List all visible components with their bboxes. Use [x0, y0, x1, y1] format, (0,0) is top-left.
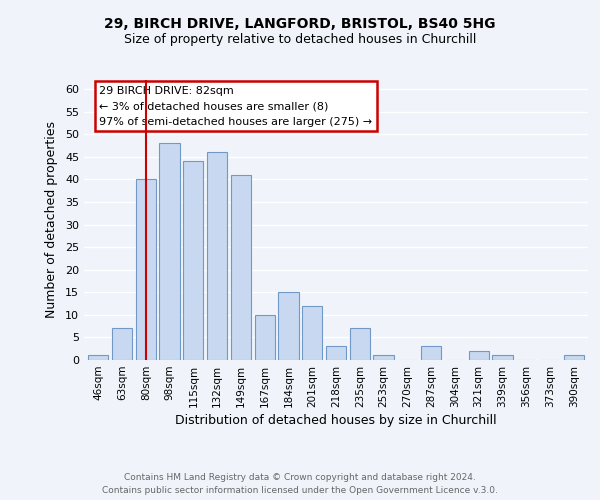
Bar [207, 152, 227, 360]
Bar [563, 356, 584, 360]
X-axis label: Distribution of detached houses by size in Churchill: Distribution of detached houses by size … [175, 414, 497, 427]
Text: Contains HM Land Registry data © Crown copyright and database right 2024.: Contains HM Land Registry data © Crown c… [124, 472, 476, 482]
Bar [350, 328, 370, 360]
Bar [88, 356, 109, 360]
Bar [373, 356, 394, 360]
Bar [183, 162, 203, 360]
Text: 29 BIRCH DRIVE: 82sqm
← 3% of detached houses are smaller (8)
97% of semi-detach: 29 BIRCH DRIVE: 82sqm ← 3% of detached h… [99, 86, 372, 127]
Text: Contains public sector information licensed under the Open Government Licence v.: Contains public sector information licen… [102, 486, 498, 495]
Text: 29, BIRCH DRIVE, LANGFORD, BRISTOL, BS40 5HG: 29, BIRCH DRIVE, LANGFORD, BRISTOL, BS40… [104, 18, 496, 32]
Bar [136, 180, 156, 360]
Bar [326, 346, 346, 360]
Bar [254, 315, 275, 360]
Text: Size of property relative to detached houses in Churchill: Size of property relative to detached ho… [124, 32, 476, 46]
Bar [469, 351, 489, 360]
Bar [493, 356, 512, 360]
Bar [231, 175, 251, 360]
Bar [112, 328, 132, 360]
Bar [278, 292, 299, 360]
Bar [302, 306, 322, 360]
Y-axis label: Number of detached properties: Number of detached properties [45, 122, 58, 318]
Bar [160, 143, 179, 360]
Bar [421, 346, 441, 360]
